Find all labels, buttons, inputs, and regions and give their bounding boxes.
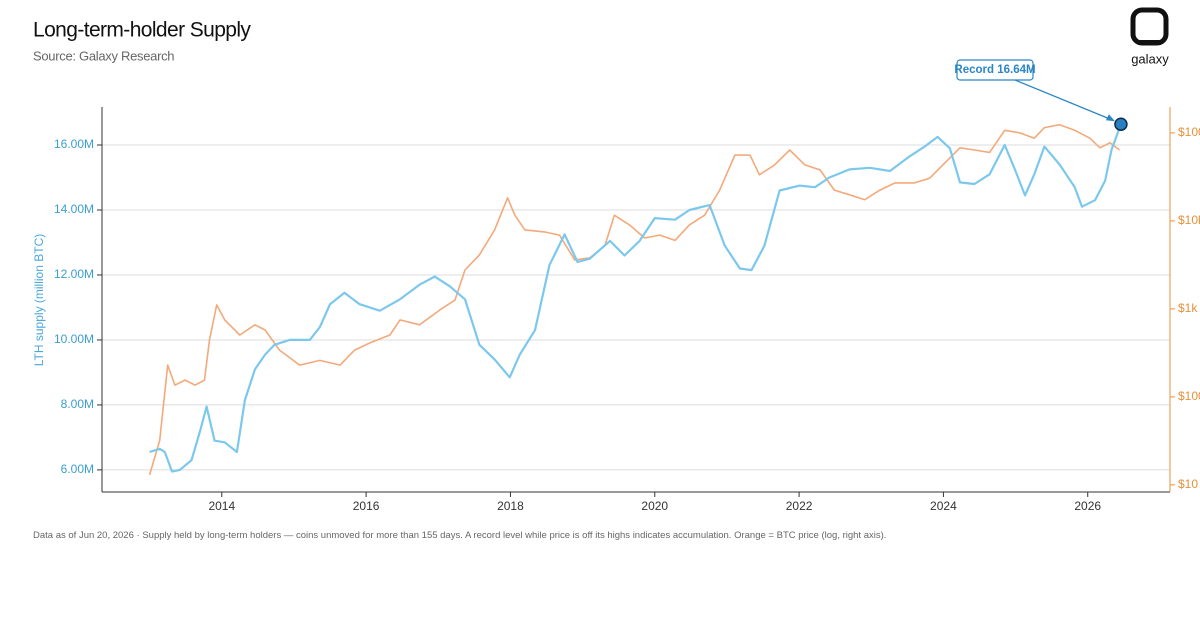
annotation-arrowhead (1105, 114, 1115, 122)
x-tick-label: 2022 (786, 499, 813, 513)
x-tick-label: 2016 (353, 499, 380, 513)
y-tick-label: 14.00M (54, 202, 94, 216)
record-marker (1114, 117, 1128, 131)
series-line (149, 123, 1122, 473)
x-tick-label: 2014 (208, 499, 235, 513)
footnote: Data as of Jun 20, 2026 · Supply held by… (33, 530, 887, 541)
chart-title: Long-term-holder Supply (33, 19, 251, 42)
logo-text: galaxy (1131, 51, 1169, 66)
series-line (148, 123, 1120, 476)
logo-icon (1130, 7, 1169, 46)
y-tick-label: 8.00M (61, 397, 94, 411)
y2-tick-label: $10 (1178, 477, 1198, 491)
annotation-text: Record 16.64M (954, 64, 1035, 76)
x-tick-label: 2026 (1074, 499, 1101, 513)
y-tick-label: 12.00M (54, 267, 94, 281)
x-tick-label: 2020 (641, 499, 668, 513)
y-tick-label: 10.00M (54, 332, 94, 346)
y2-tick-label: $1k (1178, 301, 1198, 315)
y-axis-label: LTH supply (million BTC) (32, 234, 46, 366)
y2-tick-label: $10k (1178, 213, 1200, 227)
logo-icon-base (1138, 40, 1161, 45)
annotation-box (956, 59, 1034, 81)
x-tick-label: 2024 (930, 499, 957, 513)
chart-subtitle: Source: Galaxy Research (33, 48, 174, 63)
y-tick-label: 16.00M (54, 137, 94, 151)
y-tick-label: 6.00M (61, 462, 94, 476)
logo: galaxy (1130, 7, 1169, 66)
y2-tick-label: $100k (1178, 125, 1200, 139)
x-tick-label: 2018 (497, 499, 524, 513)
y2-tick-label: $100 (1178, 389, 1200, 403)
annotation-arrow (1014, 79, 1114, 121)
